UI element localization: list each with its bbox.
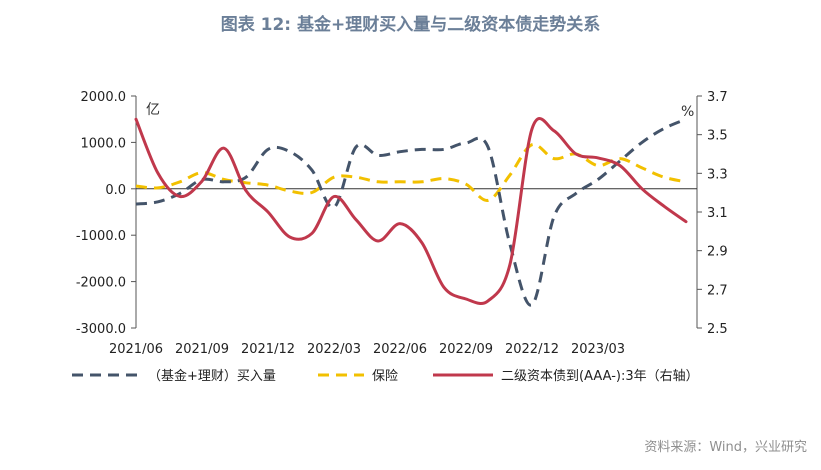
x-tick-label: 2021/09 <box>175 342 229 357</box>
right-tick-label: 3.5 <box>707 129 728 144</box>
series-line-0 <box>135 117 687 307</box>
left-tick-label: 2000.0 <box>81 90 127 105</box>
x-tick-label: 2023/03 <box>571 342 625 357</box>
left-tick-label: 0.0 <box>105 183 126 198</box>
right-tick-label: 2.9 <box>707 245 728 260</box>
legend-label-1: 保险 <box>372 369 398 384</box>
left-tick-label: -2000.0 <box>76 276 126 291</box>
left-unit-label: 亿 <box>146 102 160 118</box>
right-tick-label: 2.5 <box>707 322 728 337</box>
left-tick-label: -1000.0 <box>76 229 126 244</box>
chart-title: 图表 12: 基金+理财买入量与二级资本债走势关系 <box>220 15 601 35</box>
legend-label-2: 二级资本债到(AAA-):3年（右轴） <box>501 369 699 384</box>
legend: （基金+理财）买入量 保险 二级资本债到(AAA-):3年（右轴） <box>72 368 699 384</box>
left-tick-label: -3000.0 <box>76 322 126 337</box>
x-tick-label: 2022/12 <box>505 342 559 357</box>
legend-label-0: （基金+理财）买入量 <box>148 368 276 384</box>
left-tick-label: 1000.0 <box>81 136 127 151</box>
x-tick-label: 2022/09 <box>439 342 493 357</box>
source-note: 资料来源：Wind，兴业研究 <box>644 440 807 455</box>
series-line-2 <box>134 117 688 305</box>
x-tick-label: 2022/03 <box>307 342 361 357</box>
series-line-1 <box>135 142 687 202</box>
x-tick-label: 2022/06 <box>373 342 427 357</box>
axes-layer: 2000.0 1000.0 0.0 -1000.0 -2000.0 -3000.0 3.7 3… <box>76 90 728 357</box>
x-tick-label: 2021/06 <box>109 342 163 357</box>
series-layer <box>134 117 688 307</box>
right-tick-label: 3.7 <box>707 90 728 105</box>
x-tick-label: 2021/12 <box>241 342 295 357</box>
right-unit-label: % <box>681 104 694 120</box>
right-tick-label: 3.1 <box>707 206 728 221</box>
right-tick-label: 3.3 <box>707 167 728 182</box>
right-tick-label: 2.7 <box>707 283 728 298</box>
